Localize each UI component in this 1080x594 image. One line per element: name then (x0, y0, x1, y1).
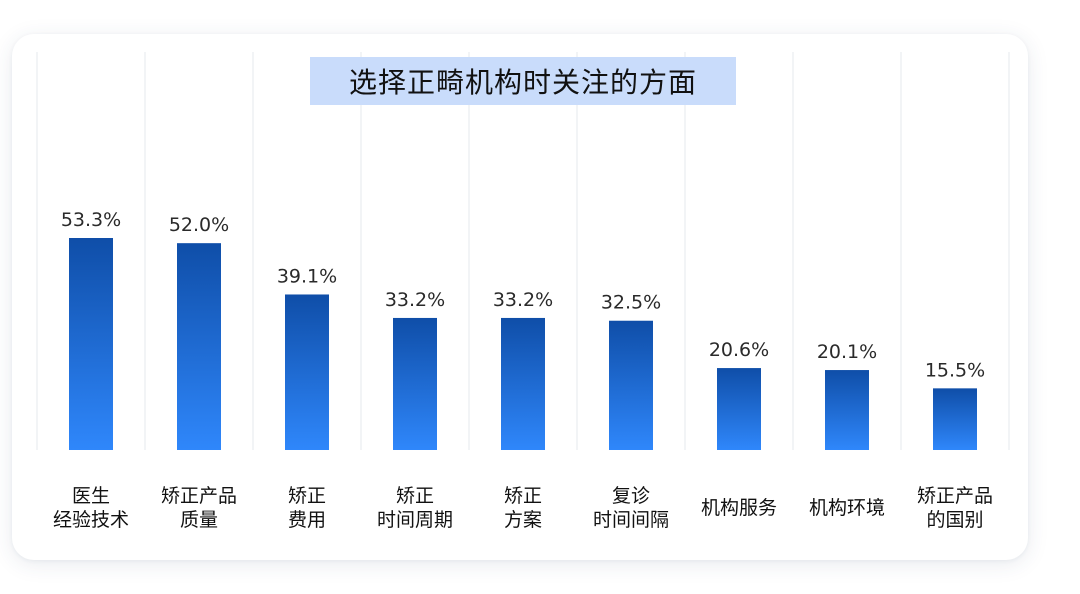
category-label: 矫正 (504, 485, 542, 507)
category-label: 的国别 (926, 509, 983, 531)
bar (933, 388, 977, 450)
bar (825, 370, 869, 450)
chart-title: 选择正畸机构时关注的方面 (348, 66, 697, 99)
category-label: 机构服务 (701, 497, 777, 519)
category-label: 时间周期 (377, 509, 453, 531)
value-label: 32.5% (601, 292, 661, 314)
bar (285, 294, 329, 450)
value-label: 20.6% (709, 339, 769, 361)
category-label: 费用 (288, 509, 326, 531)
bar (609, 320, 653, 450)
category-label: 经验技术 (53, 509, 129, 531)
category-label: 矫正产品 (161, 485, 237, 507)
value-label: 15.5% (925, 359, 985, 381)
category-label: 质量 (180, 509, 218, 531)
category-label: 矫正产品 (917, 485, 993, 507)
category-label: 矫正 (288, 485, 326, 507)
gridlines (36, 52, 1010, 450)
category-label: 方案 (504, 509, 542, 531)
value-label: 52.0% (169, 214, 229, 236)
category-label: 医生 (72, 485, 110, 507)
bar (393, 317, 437, 450)
value-label: 20.1% (817, 341, 877, 363)
value-label: 39.1% (277, 265, 337, 287)
value-labels: 53.3% 52.0% 39.1% 33.2% 33.2% 32.5% 20.6% 20.1%… (61, 209, 985, 381)
bar (717, 368, 761, 450)
category-label: 时间间隔 (593, 509, 669, 531)
category-label: 复诊 (612, 485, 650, 507)
category-label: 矫正 (396, 485, 434, 507)
bar (177, 243, 221, 450)
value-label: 53.3% (61, 209, 121, 231)
bar (69, 238, 113, 450)
value-label: 33.2% (493, 289, 553, 311)
value-label: 33.2% (385, 289, 445, 311)
category-label: 机构环境 (809, 497, 885, 519)
bar (501, 317, 545, 450)
chart-title-box: 选择正畸机构时关注的方面 (310, 57, 736, 105)
bars (69, 238, 977, 450)
